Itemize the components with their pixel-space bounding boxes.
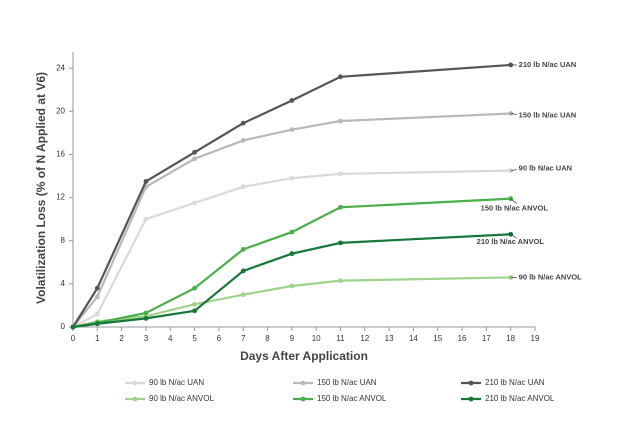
series-line bbox=[72, 197, 511, 329]
y-tick-label: 4 bbox=[61, 279, 66, 288]
x-tick-label: 16 bbox=[458, 334, 467, 343]
series-line bbox=[72, 112, 511, 328]
legend-marker bbox=[300, 380, 306, 386]
data-point bbox=[338, 74, 343, 80]
end-label: 150 lb N/ac UAN bbox=[519, 110, 577, 119]
data-point bbox=[94, 285, 100, 291]
data-point bbox=[240, 246, 246, 252]
end-label: 90 lb N/ac UAN bbox=[519, 164, 572, 173]
data-point bbox=[289, 98, 295, 103]
x-tick-label: 10 bbox=[312, 334, 321, 343]
y-tick-label: 8 bbox=[61, 236, 66, 245]
x-tick-label: 3 bbox=[144, 334, 149, 343]
x-tick-label: 1 bbox=[95, 334, 100, 343]
x-tick-label: 4 bbox=[168, 334, 173, 343]
label-callout bbox=[510, 113, 517, 115]
data-point bbox=[70, 324, 76, 330]
x-tick-label: 14 bbox=[409, 334, 418, 343]
label-callout bbox=[510, 198, 517, 204]
data-point bbox=[289, 283, 295, 289]
x-tick-label: 12 bbox=[360, 334, 369, 343]
legend-marker bbox=[468, 380, 474, 386]
data-point bbox=[143, 310, 149, 316]
data-point bbox=[94, 294, 100, 300]
x-tick-label: 17 bbox=[482, 334, 491, 343]
legend-label: 210 lb N/ac ANVOL bbox=[485, 394, 555, 403]
data-point bbox=[143, 216, 149, 222]
x-tick-label: 15 bbox=[433, 334, 442, 343]
data-point bbox=[338, 278, 343, 284]
x-tick-label: 5 bbox=[192, 334, 197, 343]
x-tick-label: 13 bbox=[385, 334, 394, 343]
data-point bbox=[289, 251, 295, 257]
data-point bbox=[338, 171, 343, 177]
x-tick-label: 0 bbox=[71, 334, 76, 343]
series-line bbox=[72, 63, 511, 328]
data-point bbox=[508, 168, 514, 174]
data-point bbox=[94, 321, 100, 327]
data-point bbox=[240, 268, 246, 274]
legend-label: 150 lb N/ac ANVOL bbox=[317, 394, 387, 403]
data-point bbox=[192, 149, 197, 155]
label-callout bbox=[510, 169, 517, 171]
legend-label: 210 lb N/ac UAN bbox=[485, 378, 545, 387]
data-point bbox=[192, 156, 197, 162]
legend-marker bbox=[132, 396, 138, 402]
y-tick-label: 0 bbox=[61, 322, 66, 331]
x-tick-label: 2 bbox=[119, 334, 124, 343]
legend-marker bbox=[300, 396, 306, 402]
legend-label: 90 lb N/ac UAN bbox=[149, 378, 204, 387]
x-tick-label: 7 bbox=[241, 334, 246, 343]
data-point bbox=[338, 240, 343, 246]
data-point bbox=[192, 200, 197, 206]
series-line bbox=[72, 169, 511, 328]
end-label: 210 lb N/ac UAN bbox=[519, 60, 577, 69]
x-tick-label: 18 bbox=[506, 334, 515, 343]
data-point bbox=[240, 184, 246, 190]
data-point bbox=[338, 204, 343, 210]
end-label: 150 lb N/ac ANVOL bbox=[481, 204, 549, 213]
legend-label: 150 lb N/ac UAN bbox=[317, 378, 377, 387]
end-label: 90 lb N/ac ANVOL bbox=[519, 272, 582, 281]
legend-marker bbox=[132, 380, 138, 386]
data-point bbox=[289, 127, 295, 133]
data-point bbox=[192, 301, 197, 307]
x-tick-label: 9 bbox=[290, 334, 295, 343]
data-point bbox=[240, 120, 246, 126]
series-line bbox=[72, 233, 511, 329]
end-label: 210 lb N/ac ANVOL bbox=[477, 237, 545, 246]
data-point bbox=[94, 311, 100, 317]
y-axis-label: Volatilization Loss (% of N Applied at V… bbox=[34, 72, 48, 304]
legend-label: 90 lb N/ac ANVOL bbox=[149, 394, 214, 403]
y-tick-label: 20 bbox=[56, 106, 65, 115]
data-point bbox=[289, 229, 295, 235]
y-tick-label: 12 bbox=[56, 193, 65, 202]
x-tick-label: 6 bbox=[217, 334, 222, 343]
x-tick-label: 19 bbox=[531, 334, 540, 343]
data-point bbox=[143, 315, 149, 321]
label-callout bbox=[510, 233, 517, 239]
data-point bbox=[338, 118, 343, 124]
x-axis-label: Days After Application bbox=[240, 349, 368, 363]
data-point bbox=[143, 179, 149, 184]
x-tick-label: 11 bbox=[336, 334, 345, 343]
data-point bbox=[192, 285, 197, 291]
y-tick-label: 24 bbox=[56, 63, 65, 72]
data-point bbox=[192, 308, 197, 314]
legend-marker bbox=[468, 396, 474, 402]
data-point bbox=[240, 292, 246, 298]
y-tick-label: 16 bbox=[56, 150, 65, 159]
data-point bbox=[240, 138, 246, 143]
x-tick-label: 8 bbox=[265, 334, 270, 343]
data-point bbox=[289, 175, 295, 181]
